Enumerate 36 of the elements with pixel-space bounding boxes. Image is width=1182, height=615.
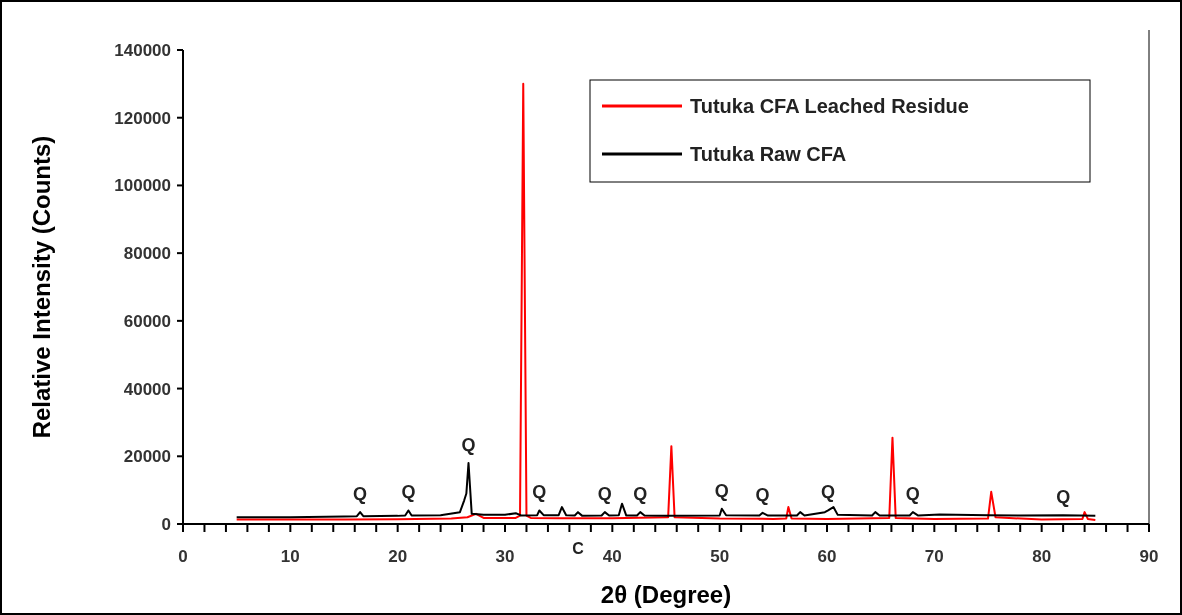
annotation: Q — [401, 482, 416, 503]
legend-label: Tutuka CFA Leached Residue — [690, 95, 969, 117]
annotation: Q — [755, 484, 770, 505]
y-tick-label: 40000 — [123, 379, 171, 399]
y-tick-label: 120000 — [114, 108, 171, 128]
annotation: Q — [821, 482, 836, 503]
annotation: Q — [1056, 487, 1071, 508]
y-tick-label: 100000 — [114, 176, 171, 196]
y-tick-label: 0 — [161, 514, 171, 534]
line-series — [235, 82, 1097, 521]
x-tick-label: 10 — [280, 547, 300, 566]
annotation: Q — [905, 484, 920, 505]
x-tick-label: 0 — [178, 547, 188, 566]
y-axis-title: Relative Intensity (Counts) — [28, 135, 55, 439]
x-tick-label: 50 — [710, 547, 730, 566]
x-tick-label: 20 — [388, 547, 408, 566]
y-tick-label: 140000 — [114, 40, 171, 60]
text: C — [572, 540, 585, 557]
annotation: Q — [532, 482, 547, 503]
annotation: Q — [633, 484, 648, 505]
x-tick-label: 70 — [924, 547, 944, 566]
x-tick-label: 40 — [602, 547, 622, 566]
line-series — [235, 462, 1097, 519]
x-tick-label: 80 — [1032, 547, 1052, 566]
y-tick-label: 20000 — [123, 447, 171, 467]
y-tick-label: 60000 — [123, 311, 171, 331]
x-tick-label: 60 — [817, 547, 837, 566]
annotation: Q — [714, 480, 729, 501]
annotation: Q — [353, 484, 368, 505]
x-tick-label: 30 — [495, 547, 515, 566]
x-tick-label: 90 — [1139, 547, 1159, 566]
annotation: Q — [461, 435, 476, 456]
annotation: Q — [597, 484, 612, 505]
y-tick-label: 80000 — [123, 244, 171, 264]
x-axis-title: 2θ (Degree) — [600, 581, 732, 608]
legend-label: Tutuka Raw CFA — [690, 143, 847, 165]
